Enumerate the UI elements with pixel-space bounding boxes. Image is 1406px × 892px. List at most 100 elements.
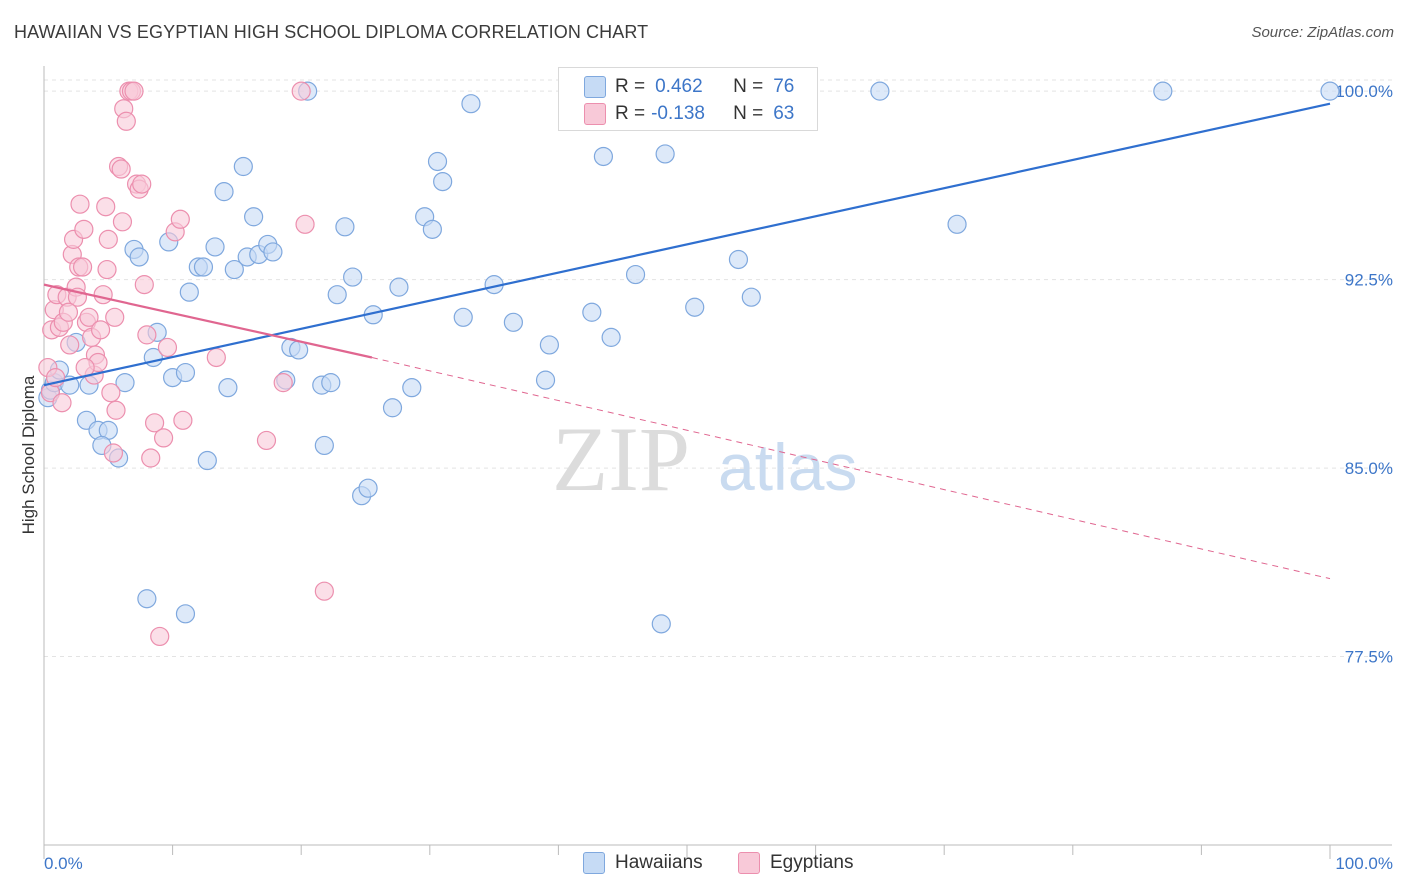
egyptians-trend-extension [371,357,1331,580]
egyptian-point [101,383,121,403]
hawaiian-point [263,242,283,262]
egyptian-point [256,430,277,451]
egyptian-point [150,626,170,647]
hawaiian-point [593,146,614,167]
egyptian-point [112,212,133,232]
hawaiian-point [453,307,473,327]
egyptian-point [116,111,136,131]
stats-legend: R = 0.462 N = 76 R = -0.138 N = 63 [558,67,818,131]
hawaiian-point [314,435,334,456]
egyptians-swatch [584,103,606,125]
hawaiian-point [137,589,157,609]
r-label: R = [615,76,646,97]
n-value-egyptians: 63 [773,103,795,124]
y-tick-label: 92.5% [1345,271,1393,290]
hawaiian-point [503,312,523,332]
egyptian-point [153,428,174,448]
hawaiian-point [389,277,409,297]
hawaiian-point [601,327,621,347]
egyptian-point [291,81,311,101]
hawaiian-point [218,378,238,398]
n-label: N = [733,103,764,124]
x-tick-label: 0.0% [44,854,83,873]
hawaiian-point [947,214,967,234]
egyptian-point [103,443,124,463]
hawaiian-point [1153,81,1173,101]
legend-label-egyptians: Egyptians [770,852,854,873]
hawaiian-point [741,287,761,307]
x-tick-label: 100.0% [1335,854,1393,873]
hawaiian-point [214,182,234,202]
watermark-zip: ZIP [552,408,690,510]
series-hawaiians [38,81,1340,634]
hawaiian-point [335,217,355,237]
hawaiian-point [193,257,214,277]
egyptian-point [105,307,125,327]
egyptians-trend-line [43,283,373,359]
watermark-atlas: atlas [718,430,857,504]
hawaiian-point [115,373,135,393]
hawaiian-point [224,259,244,280]
egyptian-point [93,285,113,305]
legend-label-hawaiians: Hawaiians [615,852,703,873]
hawaiian-point [382,398,403,418]
egyptian-point [111,159,131,179]
legend-item-hawaiians[interactable]: Hawaiians [583,852,703,874]
hawaiian-point [427,151,448,172]
hawaiian-point [1320,81,1340,101]
egyptian-point [74,219,94,239]
hawaiian-point [233,156,253,177]
source-label: Source: ZipAtlas.com [1251,24,1394,41]
egyptian-point [137,325,157,345]
egyptian-point [157,337,178,358]
egyptian-point [134,275,154,295]
egyptian-point [58,302,79,322]
hawaiian-point [327,285,347,305]
y-tick-label: 85.0% [1345,459,1393,478]
y-tick-label: 100.0% [1335,82,1393,101]
hawaiian-point [870,81,890,101]
y-tick-label: 77.5% [1345,648,1393,667]
legend-item-egyptians[interactable]: Egyptians [738,852,853,874]
hawaiian-point [343,267,363,287]
egyptian-point [96,197,116,217]
hawaiian-point [197,450,217,471]
hawaiian-point [655,144,675,164]
egyptian-point [144,413,165,433]
hawaiian-point [179,282,199,302]
r-value-hawaiians: 0.462 [655,76,703,97]
hawaiian-point [205,237,225,257]
hawaiians-legend-swatch [583,852,605,874]
hawaiians-trend-line [43,102,1331,387]
egyptian-point [141,448,161,468]
egyptian-point [273,373,293,393]
y-axis-label: High School Diploma [19,375,38,534]
hawaiian-point [728,249,749,270]
hawaiian-point [433,171,453,192]
egyptian-point [79,307,99,327]
egyptian-point [170,209,190,229]
n-label: N = [733,76,764,97]
egyptian-point [314,581,334,601]
hawaiian-point [129,247,149,267]
hawaiian-point [539,335,559,355]
hawaiian-point [461,94,481,114]
hawaiian-point [321,373,341,393]
chart-title: HAWAIIAN VS EGYPTIAN HIGH SCHOOL DIPLOMA… [14,22,649,42]
egyptian-point [132,174,152,194]
hawaiian-point [582,302,602,322]
hawaiian-point [535,370,556,390]
egyptian-point [70,194,90,214]
egyptian-point [60,335,80,355]
hawaiian-point [422,219,442,239]
hawaiian-point [358,478,378,498]
hawaiian-point [651,614,671,634]
hawaiian-point [625,264,646,285]
egyptian-point [52,393,72,413]
r-label: R = [615,103,646,124]
hawaiian-point [175,604,196,624]
egyptian-point [106,400,126,420]
egyptian-point [206,347,226,368]
egyptian-point [97,259,117,280]
